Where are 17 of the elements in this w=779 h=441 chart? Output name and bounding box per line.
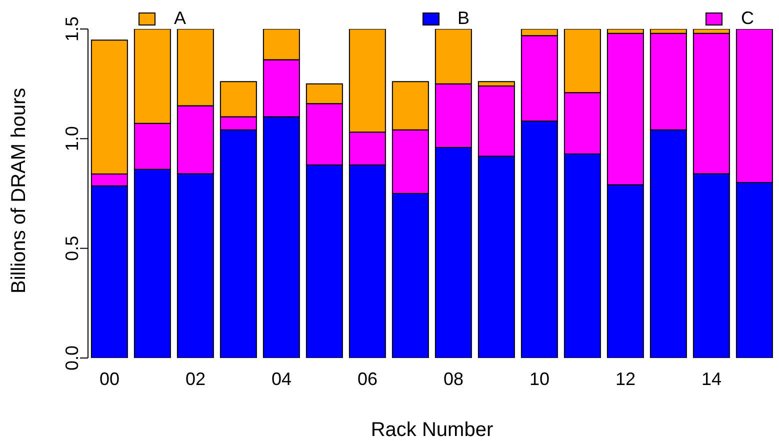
x-tick-label: 12 [615,368,636,389]
x-tick-label: 00 [99,368,120,389]
x-tick-label: 06 [357,368,378,389]
y-tick-label: 1.0 [62,126,82,152]
x-tick-label: 14 [701,368,722,389]
x-tick-label: 04 [271,368,292,389]
x-tick-label: 02 [185,368,206,389]
x-tick-label: 08 [443,368,464,389]
legend-label: C [741,8,754,29]
y-tick-label: 0.0 [62,345,82,371]
y-axis-title: Billions of DRAM hours [8,88,30,294]
x-axis-title: Rack Number [370,419,494,441]
legend-label: A [174,8,186,29]
y-tick-label: 1.5 [62,16,82,42]
x-tick-label: 10 [529,368,550,389]
y-tick-label: 0.5 [62,236,82,261]
legend-label: B [458,8,470,29]
